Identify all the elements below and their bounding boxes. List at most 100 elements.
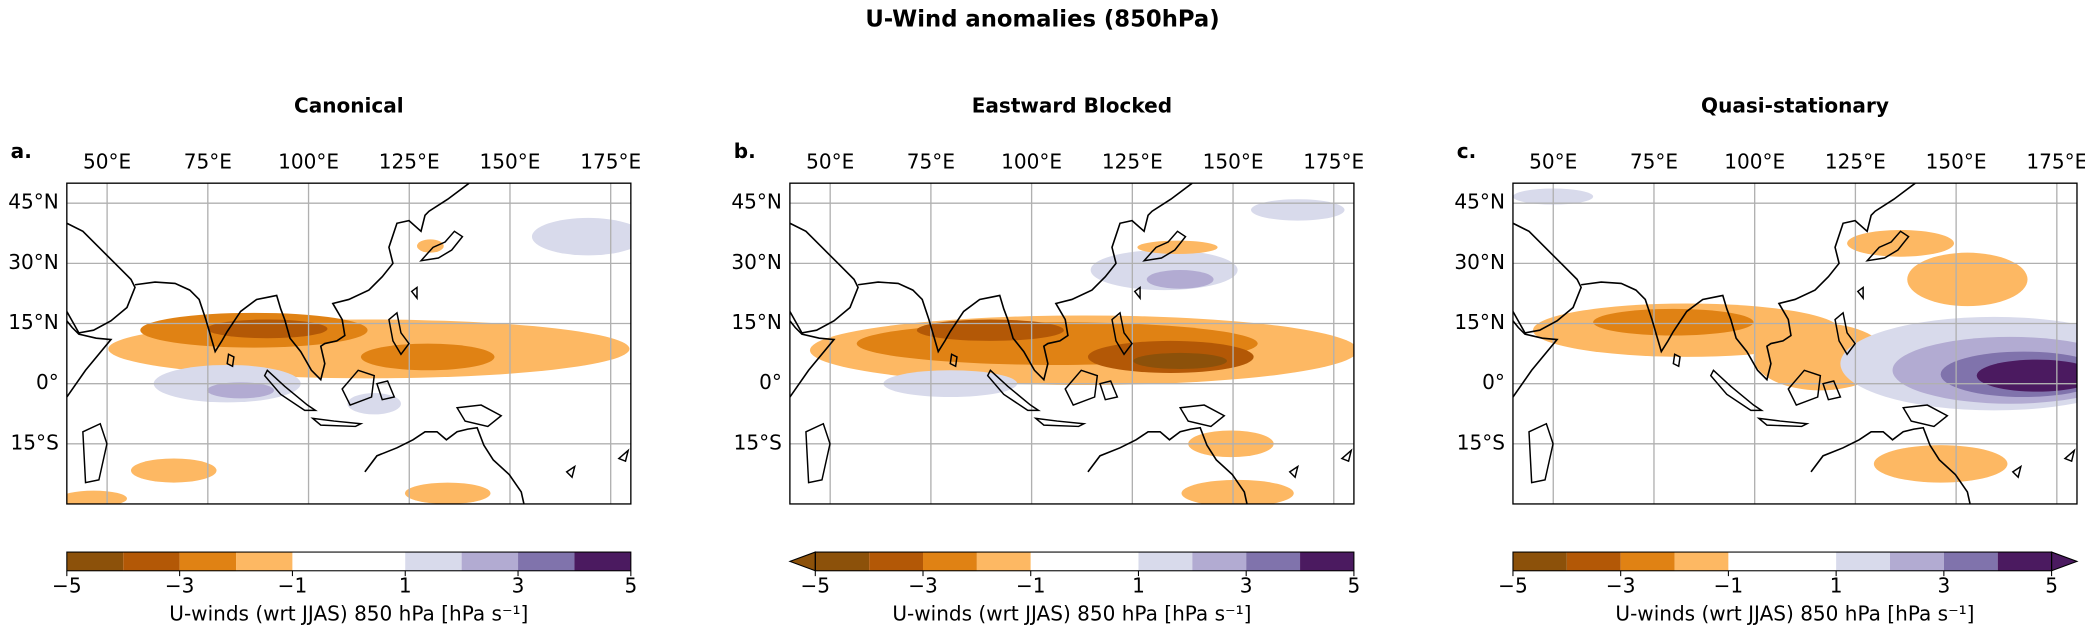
map-panel [1512, 183, 2077, 504]
panel-label: a. [11, 139, 32, 163]
grid [1512, 183, 2077, 504]
colorbar-tick-label: 3 [1240, 573, 1253, 597]
colorbar-segment [66, 552, 124, 571]
colorbar-segment [1620, 552, 1675, 571]
colorbar-tick-label: 3 [512, 573, 525, 597]
contour-region [916, 319, 1064, 341]
contour-fills [1512, 188, 2077, 483]
x-tick-label: 50°E [1529, 150, 1577, 174]
colorbar-segment [1997, 552, 2052, 571]
colorbar-tick-label: 3 [1937, 573, 1950, 597]
colorbar-tick-label: 1 [1830, 573, 1843, 597]
colorbar-segment [923, 552, 977, 571]
colorbar-segment [1300, 552, 1354, 571]
colorbar-segment [518, 552, 575, 571]
panel-title: Eastward Blocked [972, 93, 1172, 117]
colorbar-tick-label: −5 [801, 573, 831, 597]
colorbar-segment [815, 552, 870, 571]
panel-label: c. [1457, 139, 1476, 163]
contour-region [1873, 445, 2008, 483]
colorbar-segment [1192, 552, 1247, 571]
contour-region [1181, 479, 1294, 504]
contour-region [1251, 199, 1345, 221]
colorbar-segment [869, 552, 924, 571]
y-tick-label: 30°N [731, 250, 782, 274]
map-area [66, 183, 631, 504]
contour-region [360, 343, 495, 371]
x-tick-label: 125°E [1825, 150, 1886, 174]
contour-fills [810, 199, 1354, 504]
colorbar-segment [236, 552, 293, 571]
map-frame [66, 182, 632, 505]
map-panel [66, 183, 631, 504]
colorbar-tick-label: −1 [1016, 573, 1046, 597]
colorbar-tick-label: −1 [278, 573, 308, 597]
y-tick-label: 15°N [731, 310, 782, 334]
colorbar-segment [1138, 552, 1193, 571]
y-tick-label: 45°N [8, 190, 58, 214]
y-tick-label: 0° [759, 370, 782, 394]
map-area [1512, 183, 2077, 504]
y-tick-label: 45°N [1454, 190, 1505, 214]
x-tick-label: 75°E [907, 150, 955, 174]
contour-region [1593, 308, 1754, 336]
colorbar-segment [1728, 552, 1837, 571]
x-tick-label: 150°E [1926, 150, 1987, 174]
x-tick-label: 75°E [184, 150, 232, 174]
map-area [789, 183, 1354, 504]
colorbar-segment [1674, 552, 1729, 571]
y-tick-label: 0° [36, 370, 59, 394]
contour-region [1146, 270, 1214, 289]
colorbar-segment [1943, 552, 1998, 571]
y-tick-label: 0° [1482, 370, 1505, 394]
colorbar-tick-label: 1 [399, 573, 412, 597]
contour-region [1133, 352, 1227, 369]
colorbar-tick-label: 5 [1348, 573, 1361, 597]
contour-region [66, 490, 127, 504]
colorbar-label: U-winds (wrt JJAS) 850 hPa [hPa s⁻¹] [892, 601, 1251, 625]
x-tick-label: 125°E [379, 150, 440, 174]
panel-title: Canonical [294, 93, 404, 117]
colorbar-frame [814, 551, 1355, 572]
colorbar-segment [461, 552, 519, 571]
y-tick-label: 15°N [1454, 310, 1505, 334]
y-tick-label: 15°N [8, 310, 58, 334]
x-tick-label: 100°E [278, 150, 339, 174]
figure-title: U-Wind anomalies (850hPa) [865, 7, 1219, 33]
colorbar-tick-label: 5 [624, 573, 637, 597]
colorbar-segment [405, 552, 462, 571]
y-tick-label: 45°N [731, 190, 782, 214]
colorbar-extend [788, 551, 816, 572]
x-tick-label: 175°E [1303, 150, 1364, 174]
colorbar-segment [1512, 552, 1567, 571]
colorbar-segment [1246, 552, 1301, 571]
colorbar-segment [1836, 552, 1890, 571]
colorbar-segment [574, 552, 631, 571]
colorbar-segment [292, 552, 406, 571]
contour-region [207, 319, 328, 339]
y-tick-label: 15°S [11, 430, 59, 454]
x-tick-label: 50°E [83, 150, 131, 174]
panel-label: b. [734, 139, 756, 163]
x-tick-label: 50°E [806, 150, 854, 174]
colorbar-tick-label: −3 [908, 573, 938, 597]
colorbar-tick-label: −5 [1498, 573, 1528, 597]
x-tick-label: 175°E [580, 150, 641, 174]
contour-region [1907, 252, 2028, 307]
y-tick-label: 30°N [8, 250, 58, 274]
y-tick-label: 15°S [734, 430, 782, 454]
colorbar-tick-label: −5 [52, 573, 82, 597]
colorbar-tick-label: −3 [165, 573, 195, 597]
panel-title: Quasi-stationary [1701, 93, 1889, 117]
x-tick-label: 150°E [480, 150, 541, 174]
contour-fills [66, 217, 631, 504]
colorbar-segment [976, 552, 1031, 571]
contour-region [531, 217, 631, 256]
colorbar-tick-label: −3 [1606, 573, 1636, 597]
map-frame [1512, 182, 2078, 505]
colorbar-frame [66, 551, 632, 572]
colorbar-label: U-winds (wrt JJAS) 850 hPa [hPa s⁻¹] [1615, 601, 1974, 625]
colorbar-label: U-winds (wrt JJAS) 850 hPa [hPa s⁻¹] [169, 601, 528, 625]
x-tick-label: 150°E [1203, 150, 1264, 174]
